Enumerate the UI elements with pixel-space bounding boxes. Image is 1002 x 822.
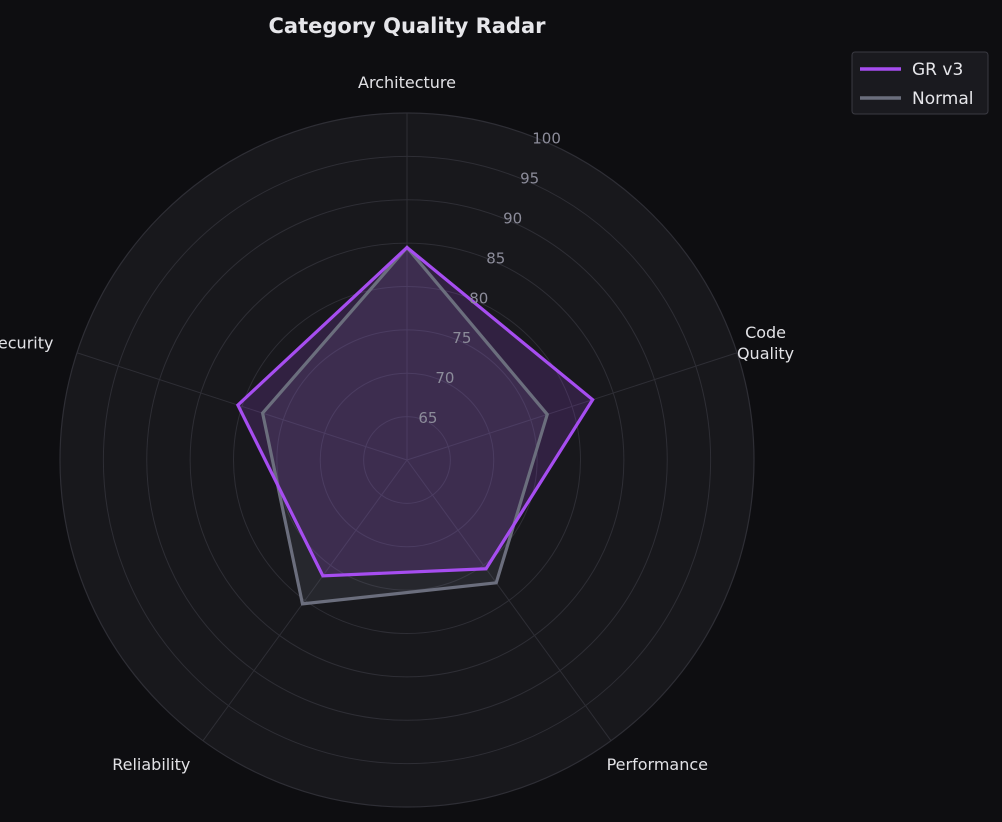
legend-label: Normal [912, 89, 974, 109]
category-label: Code Quality [737, 323, 794, 363]
legend-label: GR v3 [912, 60, 963, 80]
tick-label: 85 [486, 249, 505, 267]
series-line [260, 245, 550, 606]
tick-label: 90 [503, 209, 522, 227]
category-labels: Architecture Code Quality Performance Reliab… [0, 73, 794, 774]
category-label: Security [0, 334, 53, 353]
series-area [262, 247, 548, 604]
tick-label: 70 [435, 369, 454, 387]
legend[interactable]: GR v3 Normal [851, 51, 989, 115]
tick-label: 100 [532, 130, 561, 148]
category-label: Performance [607, 755, 708, 774]
series-line [235, 245, 595, 578]
radial-ticks: 65 70 75 80 85 90 95 100 [418, 130, 561, 427]
tick-label: 65 [418, 409, 437, 427]
grid-spoke [406, 352, 738, 461]
tick-label: 95 [520, 170, 539, 188]
chart-title: Category Quality Radar [269, 14, 547, 38]
category-label: Architecture [358, 73, 456, 92]
series-area [237, 247, 593, 576]
category-label: Reliability [112, 755, 190, 774]
series-layer [235, 245, 595, 606]
grid-spoke [202, 459, 408, 742]
grid [76, 113, 738, 765]
grid-spoke [76, 352, 408, 461]
tick-label: 80 [469, 289, 488, 307]
tick-label: 75 [452, 329, 471, 347]
grid-spoke [406, 459, 612, 742]
